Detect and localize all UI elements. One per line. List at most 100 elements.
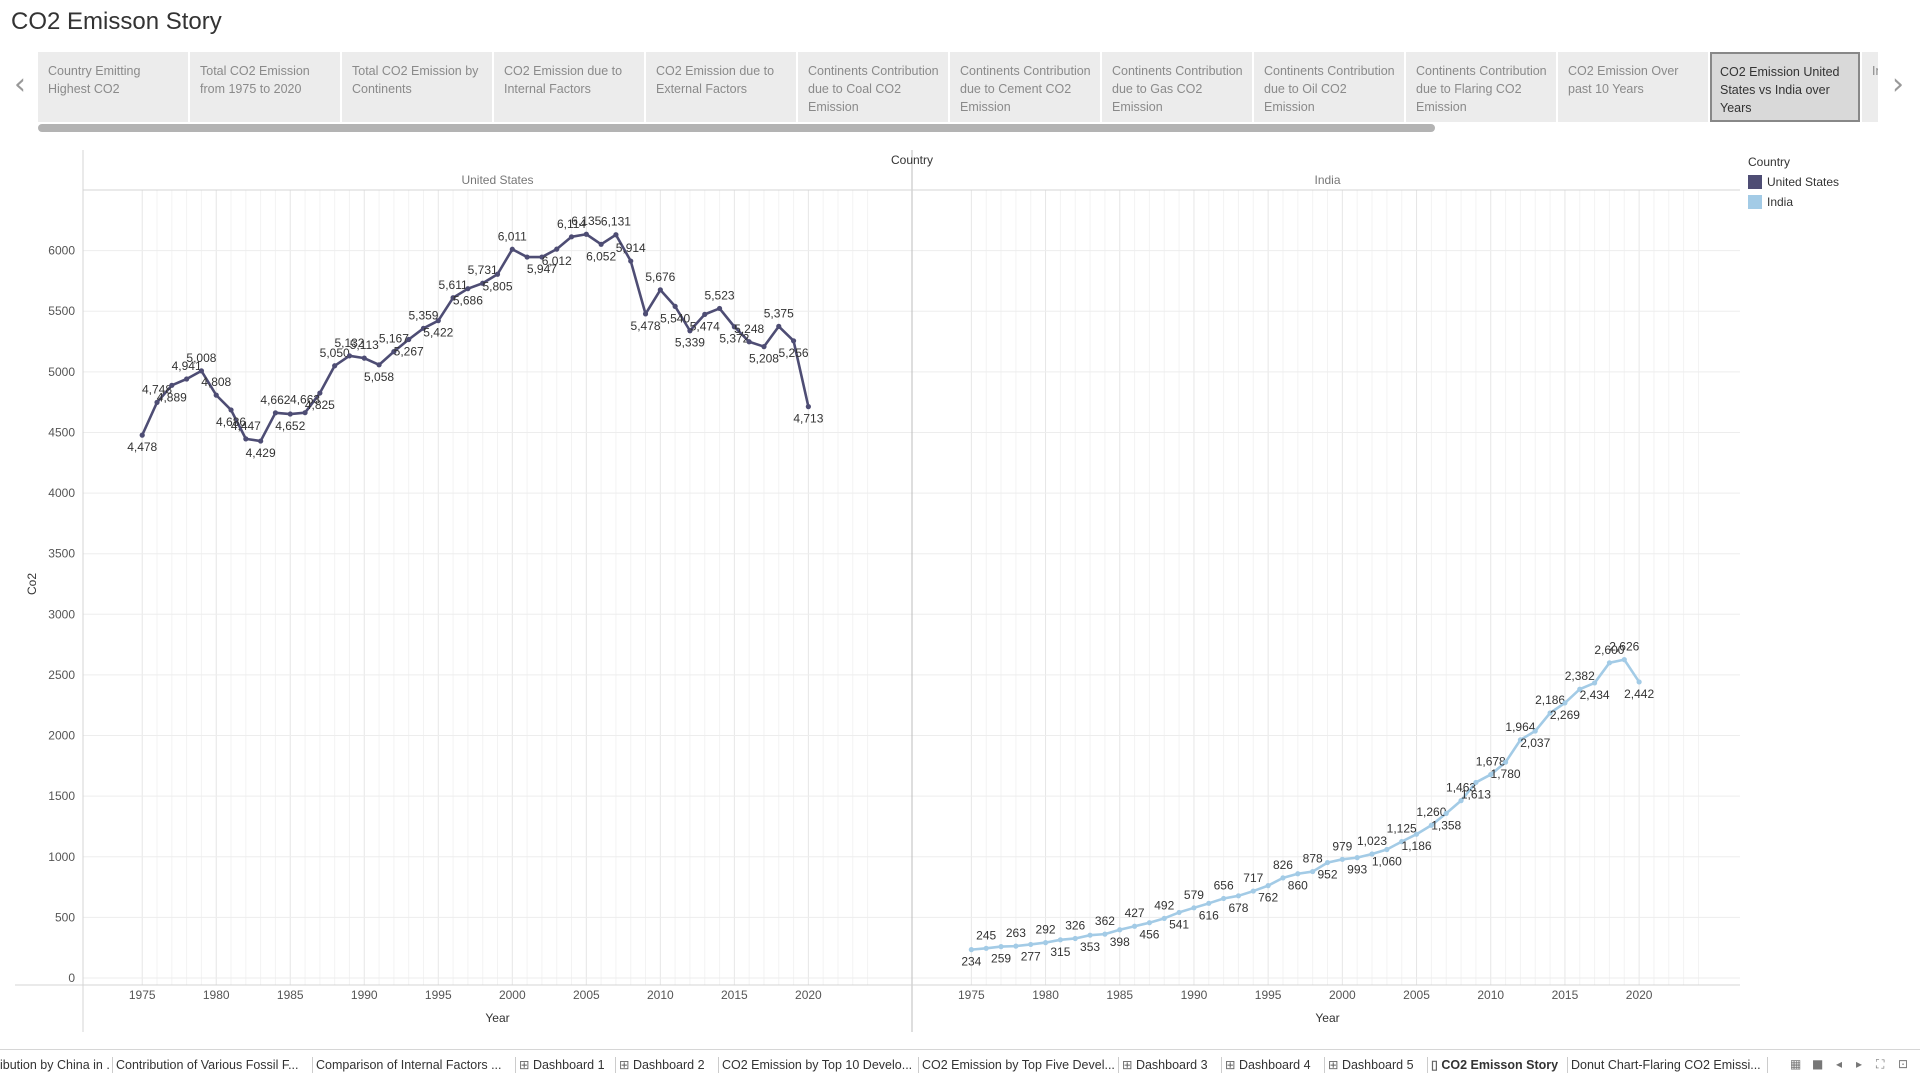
prev-sheet-icon[interactable]: ◂ <box>1836 1057 1843 1071</box>
data-point <box>1458 798 1464 804</box>
grid-view-icon[interactable]: ▦ <box>1790 1057 1802 1071</box>
tab-separator <box>1427 1057 1428 1073</box>
data-label: 4,686 <box>216 415 246 429</box>
data-point <box>1384 846 1390 853</box>
data-label: 4,652 <box>275 419 305 433</box>
data-point <box>687 328 693 334</box>
data-point <box>1221 895 1227 902</box>
story-point[interactable]: India vs United States <box>1862 52 1878 122</box>
sheet-tab[interactable]: ⊞ Dashboard 2 <box>619 1050 716 1080</box>
data-point <box>198 368 205 374</box>
data-label: 1,964 <box>1505 720 1535 734</box>
legend-item-india[interactable]: India <box>1748 192 1839 212</box>
data-point <box>1354 855 1360 861</box>
story-point[interactable]: Total CO2 Emission from 1975 to 2020 <box>190 52 340 122</box>
story-point[interactable]: CO2 Emission due to External Factors <box>646 52 796 122</box>
series-line-united-states <box>141 232 810 443</box>
sheet-tab-label: Dashboard 5 <box>1341 1058 1414 1072</box>
data-label: 2,434 <box>1580 688 1610 702</box>
data-point <box>1146 920 1153 926</box>
data-label: 4,429 <box>246 446 276 460</box>
data-label: 4,662 <box>260 393 290 407</box>
present-icon[interactable]: ⊡ <box>1898 1057 1909 1071</box>
tab-separator <box>1324 1057 1325 1073</box>
y-tick-label: 1500 <box>48 789 75 803</box>
x-tick-label: 1980 <box>203 988 230 1002</box>
sheet-tab[interactable]: ▯ CO2 Emisson Story <box>1431 1050 1565 1080</box>
story-point[interactable]: Total CO2 Emission by Continents <box>342 52 492 122</box>
data-label: 6,012 <box>542 254 572 268</box>
data-point <box>628 258 634 264</box>
sheet-tab[interactable]: ⊞ Dashboard 4 <box>1225 1050 1322 1080</box>
data-point <box>1295 871 1301 877</box>
data-point <box>746 339 752 345</box>
data-point <box>169 382 175 388</box>
story-point[interactable]: CO2 Emission due to Internal Factors <box>494 52 644 122</box>
y-tick-label: 3000 <box>48 607 75 621</box>
data-point <box>1206 900 1212 906</box>
story-point[interactable]: Continents Contribution due to Flaring C… <box>1406 52 1556 122</box>
chevron-right-icon[interactable]: › <box>1892 67 1904 102</box>
story-point[interactable]: Continents Contribution due to Cement CO… <box>950 52 1100 122</box>
sheet-tab-label: Comparison of Internal Factors ... <box>316 1058 502 1072</box>
single-view-icon[interactable]: ■ <box>1812 1057 1824 1071</box>
x-tick-label: 2020 <box>795 988 822 1002</box>
sheet-tab[interactable]: Comparison of Internal Factors ... <box>316 1050 513 1080</box>
data-label: 5,008 <box>186 351 216 365</box>
x-tick-label: 2010 <box>1477 988 1504 1002</box>
sheet-tab[interactable]: Contribution of Various Fossil F... <box>116 1050 310 1080</box>
fullscreen-icon[interactable]: ⛶ <box>1876 1057 1885 1071</box>
sheet-tab[interactable]: Donut Chart-Flaring CO2 Emissi... <box>1571 1050 1765 1080</box>
sheet-tab[interactable]: ibution by China in ... <box>0 1050 110 1080</box>
sheet-tab[interactable]: ⊞ Dashboard 3 <box>1122 1050 1219 1080</box>
data-label: 4,808 <box>201 375 231 389</box>
tab-separator <box>112 1057 113 1073</box>
tab-separator <box>1221 1057 1222 1073</box>
data-label: 5,256 <box>779 346 809 360</box>
data-point <box>672 303 678 309</box>
data-point <box>376 362 382 368</box>
x-tick-label: 2015 <box>721 988 748 1002</box>
data-point <box>420 325 427 331</box>
data-point <box>613 232 619 238</box>
sheet-tab-label: Dashboard 1 <box>532 1058 605 1072</box>
legend-item-united-states[interactable]: United States <box>1748 172 1839 192</box>
next-sheet-icon[interactable]: ▸ <box>1856 1057 1863 1071</box>
sheet-tab[interactable]: CO2 Emission by Top 10 Develo... <box>722 1050 916 1080</box>
data-point <box>228 407 234 413</box>
dashboard-icon: ⊞ <box>1328 1058 1342 1072</box>
data-point <box>184 376 190 382</box>
data-label: 2,626 <box>1609 640 1639 654</box>
y-tick-label: 500 <box>55 910 75 924</box>
story-scrollbar[interactable] <box>38 124 1435 132</box>
story-point[interactable]: Country Emitting Highest CO2 <box>38 52 188 122</box>
data-label: 5,611 <box>439 278 468 292</box>
data-point <box>568 234 575 240</box>
story-point[interactable]: Continents Contribution due to Oil CO2 E… <box>1254 52 1404 122</box>
data-label: 5,947 <box>527 262 557 276</box>
data-label: 259 <box>991 952 1011 966</box>
data-label: 456 <box>1139 928 1159 942</box>
data-point <box>1606 660 1613 666</box>
data-point <box>450 295 456 301</box>
story-point[interactable]: CO2 Emission Over past 10 Years <box>1558 52 1708 122</box>
legend-swatch <box>1748 195 1762 209</box>
sheet-tab[interactable]: CO2 Emission by Top Five Devel... <box>922 1050 1116 1080</box>
data-point <box>391 349 397 355</box>
sheet-tab[interactable]: ⊞ Dashboard 5 <box>1328 1050 1425 1080</box>
data-label: 6,131 <box>601 215 631 229</box>
sheet-tab[interactable]: ⊞ Dashboard 1 <box>519 1050 613 1080</box>
tab-separator <box>1567 1057 1568 1073</box>
story-point[interactable]: Continents Contribution due to Gas CO2 E… <box>1102 52 1252 122</box>
chevron-left-icon[interactable]: ‹ <box>14 67 26 102</box>
data-point <box>1562 700 1568 706</box>
story-point[interactable]: CO2 Emission United States vs India over… <box>1710 52 1860 122</box>
story-point[interactable]: Continents Contribution due to Coal CO2 … <box>798 52 948 122</box>
data-label: 717 <box>1243 871 1263 885</box>
data-point <box>1443 810 1449 816</box>
sheet-tab-label: CO2 Emisson Story <box>1441 1058 1559 1072</box>
data-point <box>776 323 782 329</box>
data-point <box>524 254 530 260</box>
data-point <box>539 254 545 260</box>
data-point <box>1191 905 1197 911</box>
